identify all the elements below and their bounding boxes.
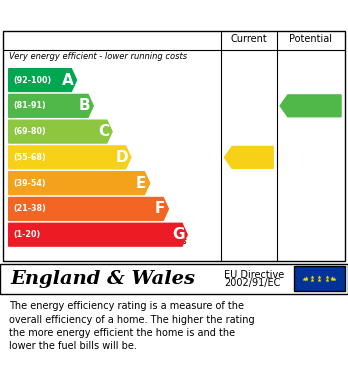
Polygon shape (9, 223, 187, 246)
Polygon shape (9, 94, 93, 117)
Text: G: G (172, 227, 185, 242)
Polygon shape (9, 146, 131, 169)
Text: (1-20): (1-20) (13, 230, 40, 239)
Text: Very energy efficient - lower running costs: Very energy efficient - lower running co… (9, 52, 187, 61)
Text: The energy efficiency rating is a measure of the
overall efficiency of a home. T: The energy efficiency rating is a measur… (9, 301, 254, 351)
Polygon shape (224, 147, 273, 168)
Polygon shape (9, 172, 150, 195)
Polygon shape (9, 197, 168, 221)
Bar (294, 266, 345, 291)
Text: (92-100): (92-100) (13, 75, 51, 84)
Text: EU Directive: EU Directive (224, 270, 285, 280)
Text: 2002/91/EC: 2002/91/EC (224, 278, 281, 288)
Text: 82: 82 (306, 99, 323, 112)
Text: (39-54): (39-54) (13, 179, 46, 188)
Text: (81-91): (81-91) (13, 101, 46, 110)
Text: Not energy efficient - higher running costs: Not energy efficient - higher running co… (9, 237, 187, 246)
Text: Potential: Potential (289, 34, 332, 45)
Text: 62: 62 (244, 151, 261, 164)
Text: England & Wales: England & Wales (10, 269, 196, 288)
Text: (55-68): (55-68) (13, 153, 46, 162)
Text: F: F (155, 201, 165, 217)
Polygon shape (9, 69, 77, 91)
Text: E: E (136, 176, 146, 191)
Text: C: C (98, 124, 109, 139)
Text: (21-38): (21-38) (13, 204, 46, 213)
Text: A: A (62, 73, 74, 88)
Text: D: D (116, 150, 128, 165)
Polygon shape (280, 95, 341, 117)
Text: B: B (79, 98, 90, 113)
Text: Energy Efficiency Rating: Energy Efficiency Rating (9, 7, 219, 22)
Polygon shape (9, 120, 112, 143)
Text: Current: Current (230, 34, 267, 45)
Text: (69-80): (69-80) (13, 127, 46, 136)
